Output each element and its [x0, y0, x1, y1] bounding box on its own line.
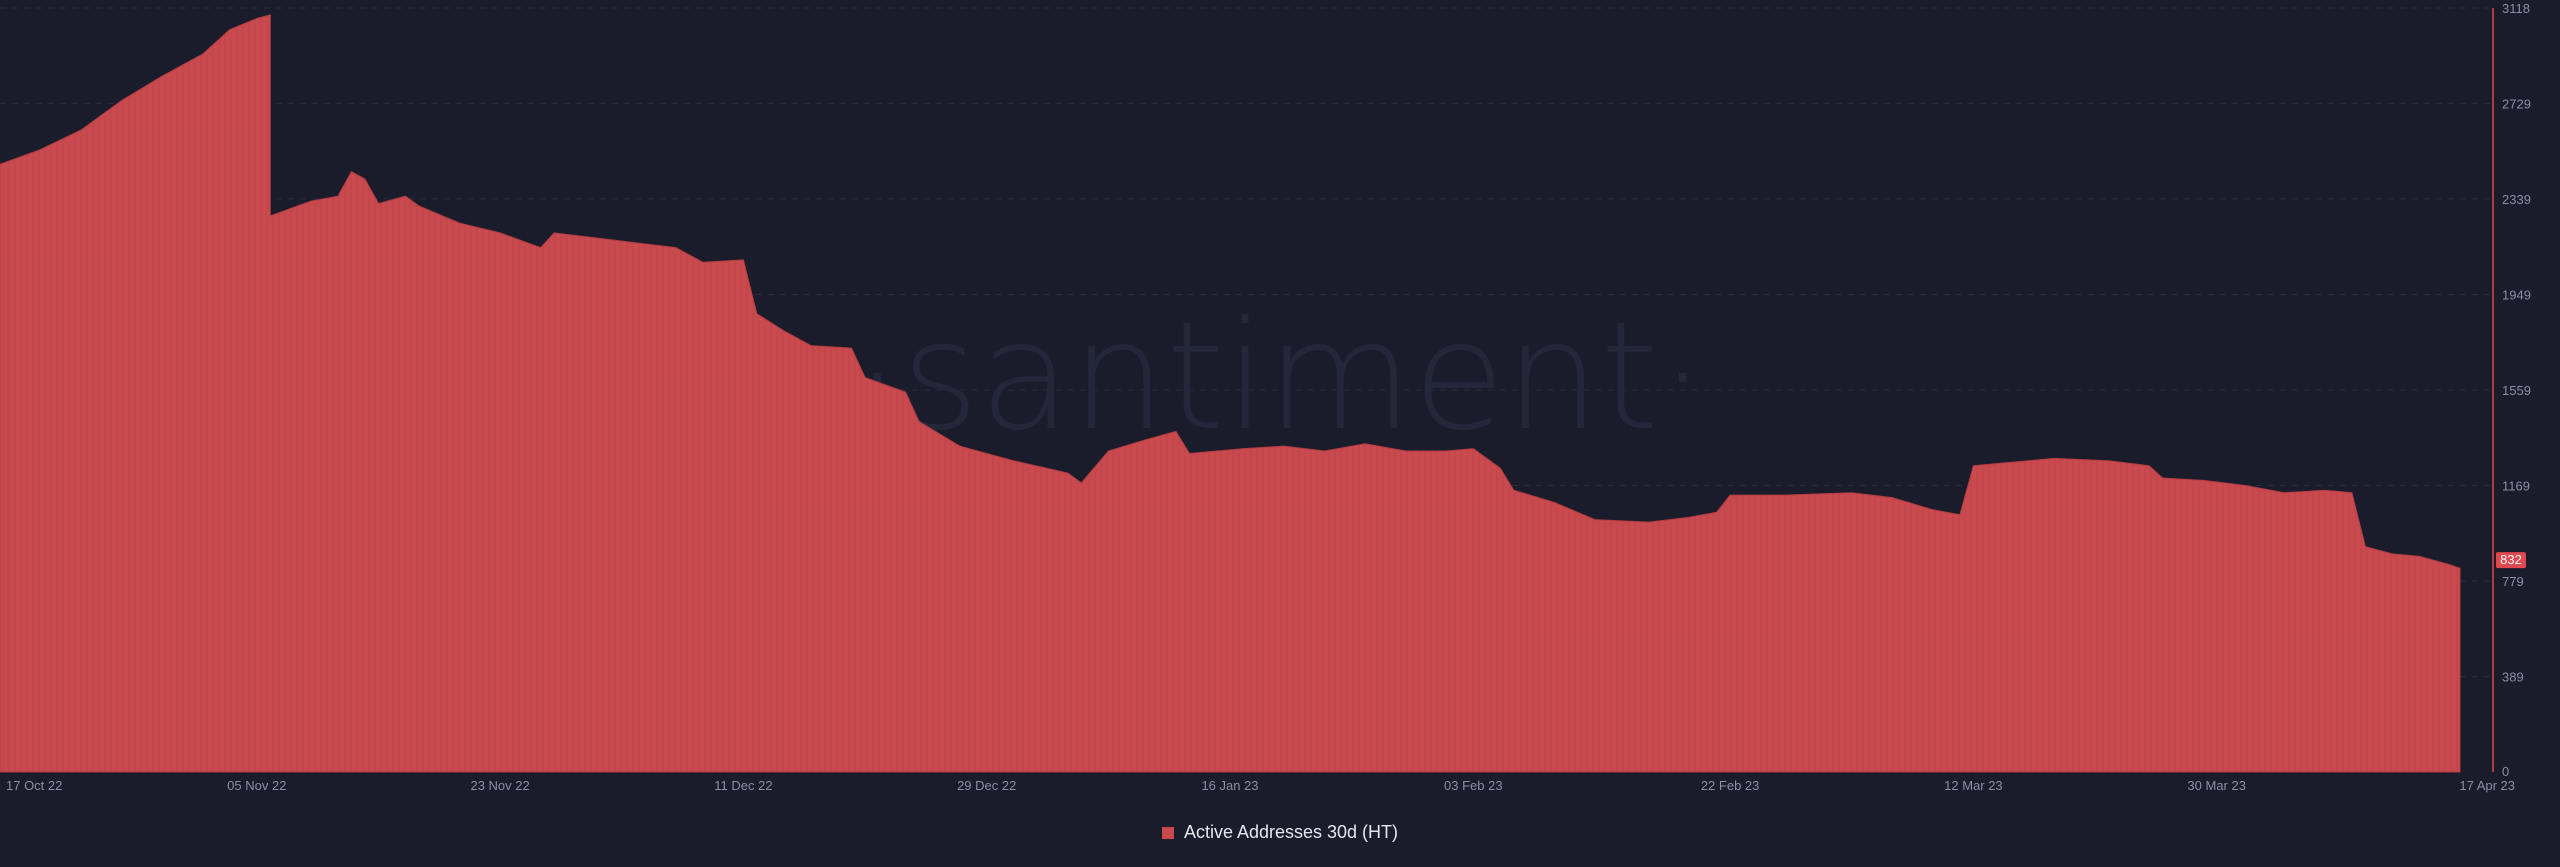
- x-tick-label: 29 Dec 22: [957, 778, 1016, 793]
- y-tick-label: 2339: [2502, 192, 2531, 207]
- y-tick-label: 0: [2502, 764, 2509, 779]
- watermark-text: ·santiment·: [853, 290, 1706, 464]
- x-tick-label: 17 Oct 22: [6, 778, 62, 793]
- last-value-label: 832: [2500, 552, 2522, 567]
- x-tick-label: 12 Mar 23: [1944, 778, 2003, 793]
- y-tick-label: 389: [2502, 670, 2524, 685]
- y-tick-label: 1949: [2502, 287, 2531, 302]
- x-tick-label: 22 Feb 23: [1701, 778, 1760, 793]
- x-tick-label: 05 Nov 22: [227, 778, 286, 793]
- x-tick-label: 23 Nov 22: [470, 778, 529, 793]
- series-area: [0, 14, 2461, 773]
- last-value-badge: [2496, 552, 2526, 569]
- x-tick-label: 11 Dec 22: [714, 778, 772, 793]
- legend[interactable]: Active Addresses 30d (HT): [0, 822, 2560, 843]
- y-tick-label: 779: [2502, 574, 2524, 589]
- legend-label: Active Addresses 30d (HT): [1183, 822, 1399, 842]
- x-tick-label: 03 Feb 23: [1444, 778, 1503, 793]
- y-tick-label: 3118: [2502, 1, 2530, 16]
- x-tick-label: 30 Mar 23: [2187, 778, 2246, 793]
- y-tick-label: 2729: [2502, 96, 2531, 111]
- x-tick-label: 17 Apr 23: [2459, 778, 2515, 793]
- y-tick-label: 1169: [2502, 479, 2530, 494]
- y-tick-label: 1559: [2502, 383, 2531, 398]
- legend-swatch: [1161, 827, 1174, 839]
- x-tick-label: 16 Jan 23: [1201, 778, 1258, 793]
